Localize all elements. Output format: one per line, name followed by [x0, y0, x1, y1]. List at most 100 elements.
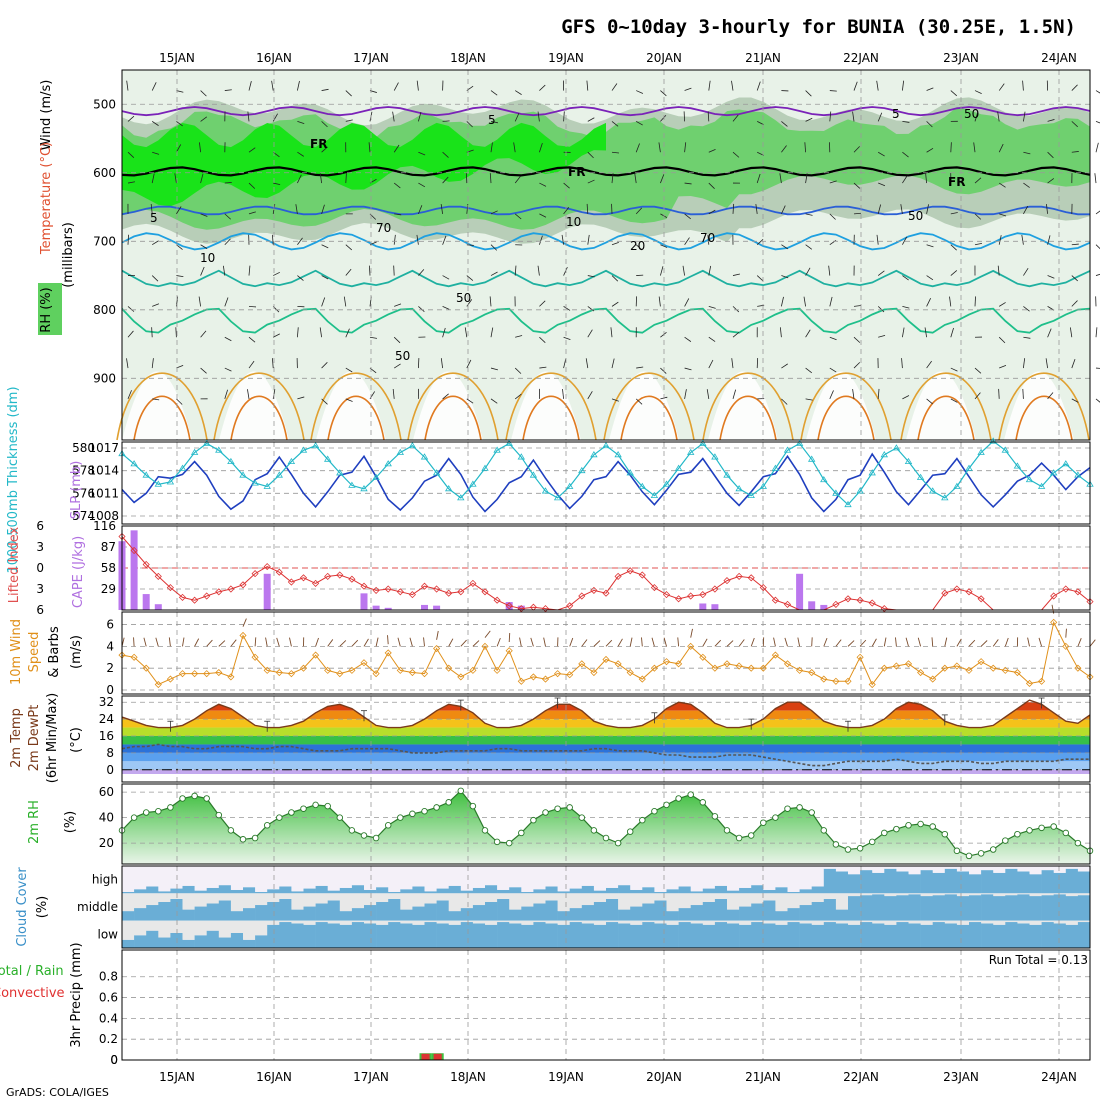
wind-point — [178, 670, 187, 678]
li-point — [275, 568, 283, 576]
cloud-bar — [364, 923, 377, 948]
wind-barb — [781, 363, 788, 369]
cloud-gap — [339, 893, 353, 912]
wind-barb — [902, 275, 909, 281]
li-point — [844, 595, 852, 603]
cloud-gap — [1041, 920, 1054, 923]
cloud-bar — [485, 901, 498, 921]
cloud-bar — [424, 903, 437, 921]
wind-barb — [514, 367, 522, 374]
isotherm-15 — [121, 269, 1091, 288]
rh-point — [844, 846, 852, 853]
contour-label: FR — [948, 175, 965, 189]
cloud-bar — [485, 924, 498, 948]
wind-barb — [295, 204, 298, 214]
cloud-gap — [969, 920, 982, 923]
wind-barb — [394, 303, 402, 307]
wind-barb — [781, 275, 789, 279]
top-date-label: 22JAN — [843, 51, 879, 65]
cloud-gap — [448, 866, 462, 886]
cloud-bar — [122, 939, 135, 948]
cloud-bar — [291, 891, 304, 894]
wind-barb — [539, 84, 546, 91]
cloud-gap — [872, 866, 885, 873]
cloud-bar — [799, 905, 812, 921]
cloud-bar — [170, 932, 183, 948]
wind-barb — [902, 395, 910, 400]
cloud-bar — [714, 922, 728, 948]
cloud-bar — [872, 872, 885, 894]
temp-band — [122, 702, 1090, 711]
li-tick: 0 — [36, 561, 44, 575]
thickness-point — [674, 464, 683, 471]
cloud-gap — [581, 866, 595, 886]
wind-barb — [1047, 119, 1055, 122]
wind-barb — [271, 80, 274, 91]
cloud-gap — [170, 920, 183, 933]
cloud-bar — [606, 898, 619, 921]
wind-barb — [853, 362, 861, 369]
cloud-bar — [122, 891, 135, 894]
rh-point — [590, 827, 598, 834]
cloud-gap — [848, 893, 861, 897]
rh-point — [372, 834, 380, 842]
wind-barb — [660, 332, 667, 338]
cloud-gap — [376, 893, 389, 902]
cloud-gap — [1005, 920, 1018, 923]
li-point — [650, 584, 658, 592]
cloud-bar — [388, 891, 401, 894]
cloud-gap — [436, 866, 449, 889]
wind-barb — [127, 115, 135, 122]
cloud-bar — [606, 887, 619, 894]
wind-barb — [200, 244, 208, 249]
wind-barb — [973, 142, 976, 153]
wind-barb — [587, 117, 595, 122]
wind-barb — [418, 205, 423, 215]
thickness-point — [384, 460, 392, 467]
wind-point — [324, 666, 332, 674]
wind-barb — [950, 212, 958, 215]
temperature-legend-label: Temperature (°C) — [39, 142, 54, 255]
cloud-bar — [1005, 868, 1018, 894]
cape-tick: 87 — [101, 540, 116, 554]
cape-tick: 58 — [101, 561, 116, 575]
cloud-bar — [678, 908, 691, 921]
wind-barb — [587, 234, 590, 245]
wind-barb — [345, 119, 353, 122]
rh-point — [1014, 830, 1021, 838]
wind-barb-10m — [436, 630, 439, 640]
cloud-bar — [448, 911, 462, 921]
wind-barb — [321, 362, 328, 369]
wind-point — [396, 666, 404, 674]
cloud-gap — [618, 920, 631, 924]
cloud-bar — [545, 900, 558, 921]
cloud-bar — [823, 922, 837, 948]
wind-barb — [684, 237, 690, 245]
rh-point — [554, 805, 561, 812]
cloud-bar — [351, 922, 365, 948]
cloud-bar — [727, 890, 740, 894]
wind-barb — [248, 265, 251, 276]
cloud-bar — [1065, 896, 1079, 921]
cloud-bar — [376, 901, 389, 921]
wind-barb-10m — [847, 640, 855, 647]
temp-tick: 24 — [99, 712, 114, 726]
cloud-bar — [642, 887, 655, 894]
cloud-bar — [460, 922, 474, 948]
warm-isotherm-30 — [1015, 395, 1073, 441]
wind-barb-10m — [726, 640, 734, 647]
wind-barb — [151, 275, 159, 282]
wind-barb — [442, 151, 449, 158]
cloud-bar — [218, 937, 232, 948]
wind-barb — [732, 203, 735, 214]
cape-bar — [711, 604, 719, 610]
wind-barb — [901, 358, 903, 369]
wind-barb — [925, 173, 927, 184]
rh-point — [518, 829, 525, 837]
rh-point — [602, 834, 610, 842]
cloud-gap — [255, 920, 268, 936]
cloud-gap — [436, 920, 449, 924]
temp-band — [122, 736, 1090, 745]
wind-barb — [1047, 328, 1052, 338]
wind-barb — [1071, 151, 1079, 153]
